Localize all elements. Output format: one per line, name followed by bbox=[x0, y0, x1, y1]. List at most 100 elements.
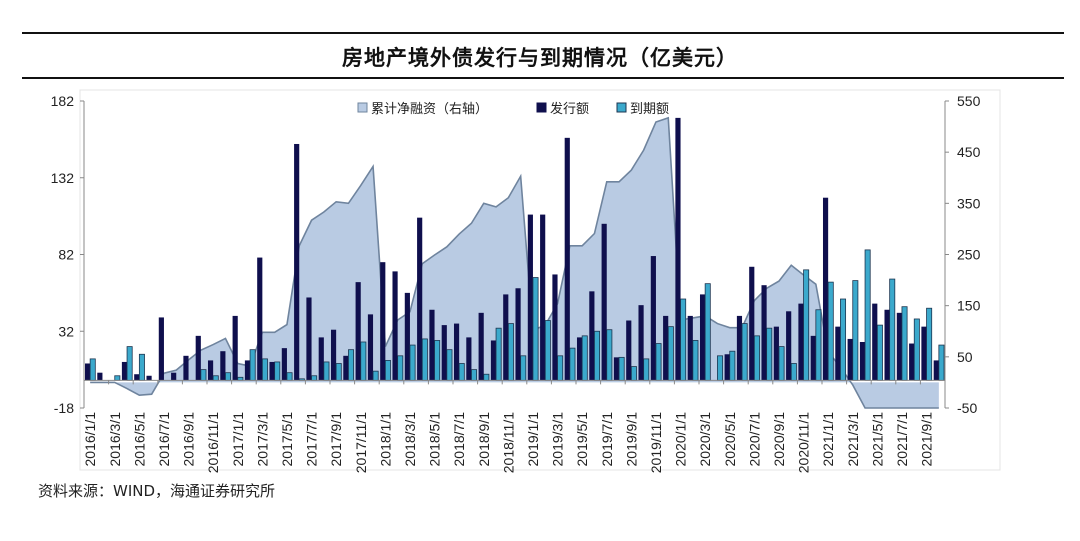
maturity-bar bbox=[434, 340, 441, 381]
x-tick-label: 2020/7/1 bbox=[746, 412, 762, 467]
legend-swatch bbox=[357, 102, 368, 113]
issue-bar bbox=[269, 361, 275, 381]
maturity-bar bbox=[926, 307, 933, 381]
x-tick-label: 2017/1/1 bbox=[230, 412, 246, 467]
issue-bar bbox=[724, 354, 730, 381]
maturity-bar bbox=[643, 358, 650, 381]
maturity-bar bbox=[630, 366, 637, 381]
issue-bar bbox=[822, 197, 829, 381]
maturity-bar bbox=[692, 340, 699, 381]
issue-bar bbox=[872, 303, 878, 381]
issue-bar bbox=[835, 326, 841, 381]
legend-swatch bbox=[616, 102, 627, 113]
issue-bar bbox=[171, 372, 177, 381]
top-rule bbox=[22, 32, 1064, 34]
issue-bar bbox=[613, 357, 620, 381]
left-tick-label: 132 bbox=[51, 170, 75, 186]
x-tick-label: 2018/7/1 bbox=[451, 412, 467, 467]
issue-bar bbox=[773, 326, 779, 381]
maturity-bar bbox=[569, 347, 576, 381]
issue-bar bbox=[441, 325, 447, 381]
issue-bar bbox=[761, 285, 767, 381]
issue-bar bbox=[257, 257, 263, 381]
issue-bar bbox=[330, 329, 337, 381]
issue-bar bbox=[749, 266, 755, 381]
maturity-bar bbox=[286, 372, 293, 381]
legend-item: 累计净融资（右轴） bbox=[357, 102, 488, 117]
issue-bar bbox=[515, 288, 521, 381]
legend-label: 累计净融资（右轴） bbox=[371, 102, 488, 117]
maturity-bar bbox=[397, 355, 404, 381]
maturity-bar bbox=[458, 363, 465, 381]
issue-bar bbox=[453, 323, 460, 381]
legend-item: 发行额 bbox=[536, 101, 589, 117]
maturity-bar bbox=[938, 344, 945, 381]
maturity-bar bbox=[680, 298, 687, 381]
right-tick-label: 50 bbox=[957, 349, 973, 365]
x-tick-label: 2019/1/1 bbox=[525, 412, 541, 467]
issue-bar bbox=[281, 348, 287, 381]
x-tick-label: 2016/1/1 bbox=[82, 412, 98, 467]
left-tick-label: -18 bbox=[54, 400, 74, 416]
maturity-bar bbox=[766, 327, 773, 381]
issue-bar bbox=[933, 360, 939, 381]
maturity-bar bbox=[803, 269, 810, 381]
maturity-bar bbox=[532, 277, 539, 381]
issue-bar bbox=[626, 320, 632, 381]
maturity-bar bbox=[557, 355, 564, 381]
issue-bar bbox=[429, 309, 435, 381]
issue-bar bbox=[244, 360, 251, 381]
chart-title: 房地产境外债发行与到期情况（亿美元） bbox=[342, 46, 738, 70]
maturity-bar bbox=[594, 330, 601, 381]
right-tick-label: -50 bbox=[957, 400, 977, 416]
x-tick-label: 2021/1/1 bbox=[820, 412, 836, 467]
issue-bar bbox=[220, 351, 226, 381]
x-tick-label: 2019/9/1 bbox=[623, 412, 639, 467]
legend-item: 到期额 bbox=[616, 102, 669, 117]
net-financing-line bbox=[90, 116, 939, 409]
issue-bar bbox=[687, 315, 693, 381]
maturity-bar bbox=[876, 324, 883, 381]
x-tick-label: 2019/11/1 bbox=[648, 412, 664, 473]
issue-bar bbox=[183, 355, 189, 381]
issue-bar bbox=[466, 337, 472, 381]
issue-bar bbox=[736, 315, 743, 381]
issue-bar bbox=[367, 314, 374, 381]
maturity-bar bbox=[753, 335, 760, 381]
legend-label: 发行额 bbox=[550, 101, 589, 117]
maturity-bar bbox=[421, 338, 428, 381]
issue-bar bbox=[650, 256, 656, 381]
issue-bar bbox=[552, 274, 558, 381]
issue-bar bbox=[318, 337, 324, 381]
maturity-bar bbox=[901, 306, 908, 381]
maturity-bar bbox=[827, 281, 834, 381]
issue-bar bbox=[798, 303, 804, 381]
issue-bar bbox=[490, 340, 497, 381]
x-tick-label: 2020/9/1 bbox=[771, 412, 787, 467]
maturity-bar bbox=[335, 363, 342, 381]
issue-bar bbox=[601, 223, 607, 381]
issue-bar bbox=[232, 315, 238, 381]
x-tick-label: 2016/5/1 bbox=[131, 412, 147, 467]
maturity-bar bbox=[913, 318, 920, 381]
left-tick-label: 32 bbox=[58, 323, 74, 339]
maturity-bar bbox=[212, 375, 219, 381]
issue-bar bbox=[638, 305, 644, 381]
maturity-bar bbox=[520, 355, 527, 381]
issue-bar bbox=[207, 360, 214, 381]
x-tick-label: 2016/3/1 bbox=[107, 412, 123, 467]
maturity-bar bbox=[126, 346, 133, 381]
x-tick-label: 2017/7/1 bbox=[304, 412, 320, 467]
maturity-bar bbox=[261, 358, 268, 381]
x-tick-label: 2017/3/1 bbox=[254, 412, 270, 467]
issue-bar bbox=[97, 372, 103, 381]
issue-bar bbox=[896, 312, 902, 381]
maturity-bar bbox=[311, 375, 318, 381]
maturity-bar bbox=[778, 346, 785, 381]
x-tick-label: 2020/11/1 bbox=[796, 412, 812, 473]
issue-bar bbox=[540, 214, 546, 381]
maturity-bar bbox=[471, 369, 478, 381]
maturity-bar bbox=[249, 349, 256, 381]
maturity-bar bbox=[544, 320, 551, 381]
